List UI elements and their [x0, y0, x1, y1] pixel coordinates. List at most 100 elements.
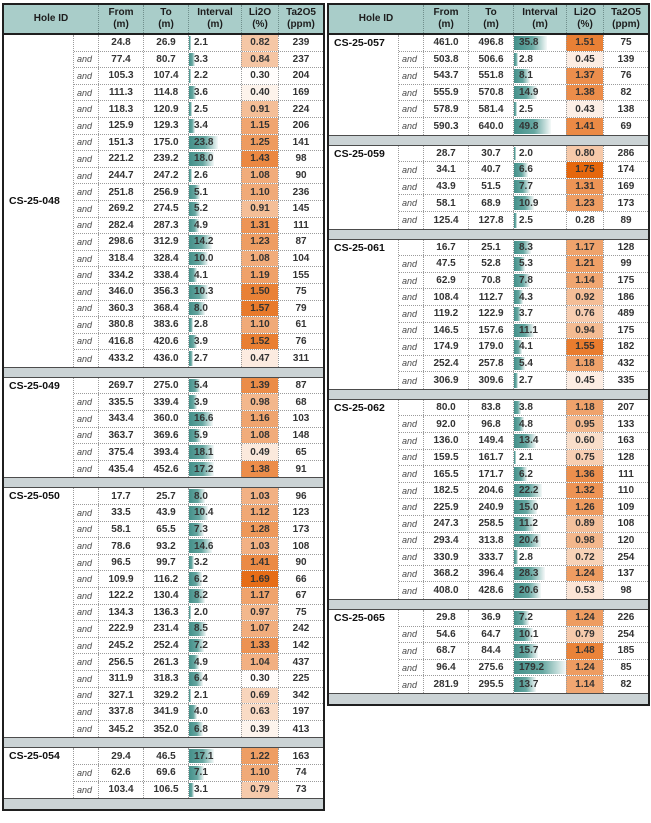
from-cell: 330.9 [423, 549, 468, 565]
from-cell: 17.7 [98, 488, 143, 505]
interval-bar [514, 102, 517, 116]
interval-value: 8.0 [194, 490, 208, 502]
ta2o5-cell: 163 [603, 433, 648, 449]
and-cell: and [402, 258, 418, 269]
from-cell: 159.5 [423, 449, 468, 466]
interval-bar [514, 52, 518, 67]
interval-value: 10.1 [519, 628, 539, 640]
interval-bar [189, 605, 191, 620]
interval-bar [514, 533, 542, 548]
interval-cell: 49.8 [513, 117, 566, 135]
interval-cell: 14.9 [513, 84, 566, 101]
and-cell [399, 240, 423, 256]
hole-id-cell: CS-25-050 [4, 488, 74, 738]
interval-cell: 6.8 [188, 720, 241, 738]
and-cell: and [402, 325, 418, 336]
ta2o5-cell: 138 [603, 101, 648, 117]
from-cell: 54.6 [423, 626, 468, 643]
interval-bar [189, 445, 215, 459]
ta2o5-cell: 108 [278, 538, 323, 554]
to-cell: 352.0 [143, 720, 188, 738]
from-cell: 80.0 [423, 399, 468, 416]
table-row: and 503.8 506.6 2.8 0.45 139 [399, 51, 648, 69]
interval-cell: 5.4 [513, 355, 566, 372]
from-cell: 62.6 [98, 764, 143, 781]
from-cell: 134.3 [98, 604, 143, 621]
table-row: and 151.3 175.0 23.8 1.25 141 [74, 134, 323, 152]
table-row: and 43.9 51.5 7.7 1.31 169 [399, 178, 648, 196]
to-cell: 43.9 [143, 505, 188, 521]
to-cell: 551.8 [468, 68, 513, 84]
table-row: 269.7 275.0 5.4 1.39 87 [74, 377, 323, 395]
interval-value: 2.8 [519, 53, 533, 65]
interval-value: 35.8 [519, 37, 539, 49]
to-cell: 368.4 [143, 300, 188, 317]
ta2o5-cell: 186 [603, 289, 648, 305]
table-row: and 368.2 396.4 28.3 1.24 137 [399, 565, 648, 583]
li2o-cell: 1.38 [566, 84, 603, 101]
hole-id-cell: CS-25-054 [4, 748, 74, 799]
li2o-cell: 1.28 [241, 521, 278, 538]
interval-value: 5.3 [519, 258, 533, 270]
li2o-cell: 1.57 [241, 300, 278, 317]
interval-bar [514, 400, 522, 415]
table-row: and 343.4 360.0 16.6 1.16 103 [74, 411, 323, 428]
from-cell: 119.2 [423, 305, 468, 322]
interval-bar [514, 417, 524, 432]
table-header: Hole ID From (m) To (m) Interval (m) Li2O (%) Ta2… [329, 5, 648, 35]
interval-value: 4.0 [194, 706, 208, 718]
hole-id-cell: CS-25-061 [329, 239, 399, 389]
to-cell: 295.5 [468, 676, 513, 693]
table-row: and 105.3 107.4 2.2 0.30 204 [74, 68, 323, 85]
group-separator [329, 134, 648, 146]
interval-cell: 7.1 [188, 764, 241, 781]
interval-cell: 179.2 [513, 659, 566, 676]
group-rows: 461.0 496.8 35.8 1.51 75 and 503.8 506.6 2.8 0.45… [399, 35, 648, 135]
from-cell: 58.1 [98, 521, 143, 538]
hole-group: CS-25-059 28.7 30.7 2.0 0.80 286 and 34.1 40.7 6.… [329, 145, 648, 229]
to-cell: 204.6 [468, 482, 513, 499]
interval-cell: 35.8 [513, 35, 566, 51]
and-cell: and [77, 270, 93, 281]
table-row: and 327.1 329.2 2.1 0.69 342 [74, 687, 323, 705]
interval-value: 14.6 [194, 540, 214, 552]
to-cell: 393.4 [143, 444, 188, 460]
interval-cell: 3.2 [188, 554, 241, 571]
table-row: and 96.5 99.7 3.2 1.41 90 [74, 554, 323, 572]
interval-value: 5.2 [194, 203, 208, 215]
to-cell: 420.6 [143, 333, 188, 350]
table-row: and 416.8 420.6 3.9 1.52 76 [74, 333, 323, 351]
to-cell: 130.4 [143, 588, 188, 604]
interval-value: 16.6 [194, 413, 214, 425]
to-cell: 338.4 [143, 267, 188, 283]
interval-bar [514, 163, 529, 177]
interval-value: 7.2 [519, 612, 533, 624]
to-cell: 309.6 [468, 372, 513, 389]
table-row: and 34.1 40.7 6.6 1.75 174 [399, 162, 648, 179]
from-cell: 221.2 [98, 151, 143, 167]
from-cell: 269.2 [98, 200, 143, 217]
from-cell: 298.6 [98, 234, 143, 250]
ta2o5-header: Ta2O5 (ppm) [278, 5, 323, 33]
ta2o5-cell: 141 [278, 134, 323, 151]
from-cell: 29.4 [98, 748, 143, 764]
ta2o5-cell: 76 [278, 333, 323, 350]
ta2o5-cell: 225 [278, 670, 323, 687]
and-cell: and [77, 253, 93, 264]
ta2o5-cell: 104 [278, 250, 323, 267]
interval-value: 5.9 [194, 429, 208, 441]
to-cell: 328.4 [143, 250, 188, 267]
and-cell: and [402, 104, 418, 115]
table-row: and 298.6 312.9 14.2 1.23 87 [74, 234, 323, 251]
interval-bar [189, 52, 195, 67]
from-cell: 174.9 [423, 339, 468, 355]
interval-cell: 5.2 [188, 200, 241, 217]
and-cell: and [77, 574, 93, 585]
interval-value: 2.8 [194, 319, 208, 331]
table-row: and 58.1 68.9 10.9 1.23 173 [399, 195, 648, 212]
to-cell: 26.9 [143, 35, 188, 51]
interval-value: 14.2 [194, 236, 214, 248]
from-cell: 96.4 [423, 659, 468, 676]
interval-cell: 10.1 [513, 626, 566, 643]
interval-value: 2.5 [194, 103, 208, 115]
